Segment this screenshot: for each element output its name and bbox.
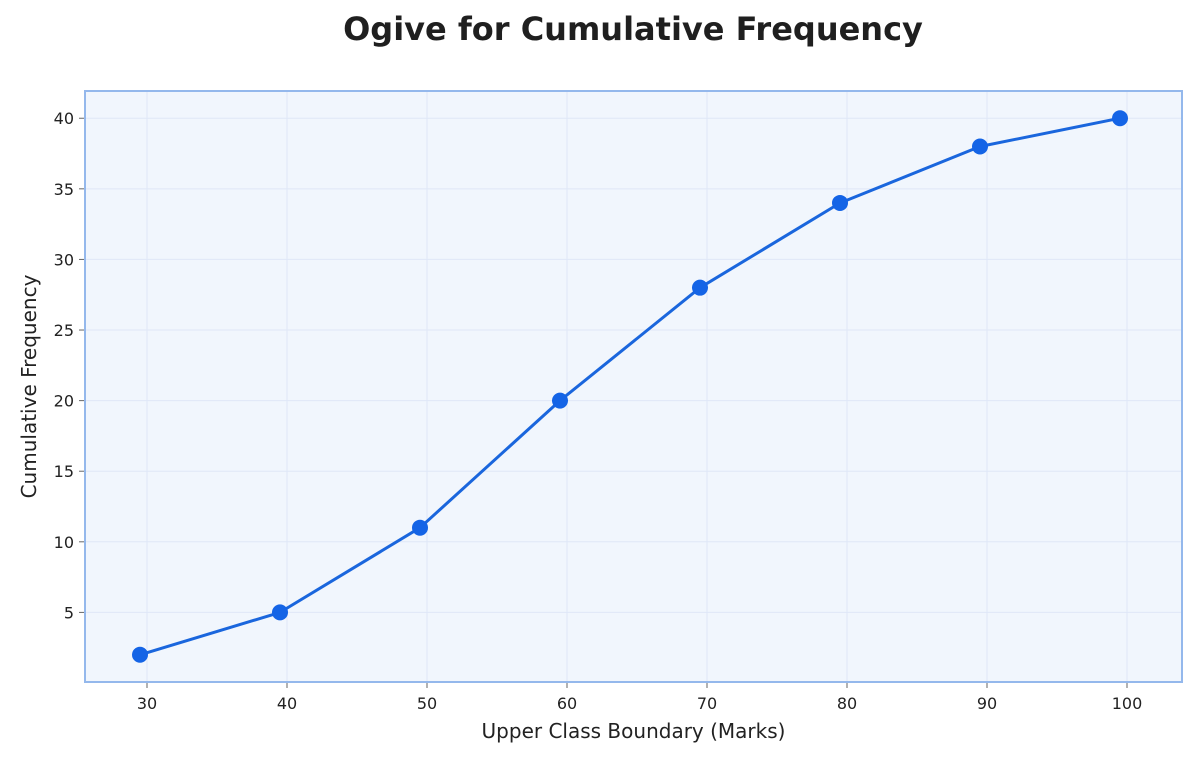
y-axis-title: Cumulative Frequency [17, 274, 41, 498]
data-point [552, 392, 568, 409]
data-point [132, 646, 148, 663]
grid-lines [84, 90, 1183, 683]
series-line [139, 116, 1121, 657]
data-point [972, 138, 988, 155]
y-tick-label: 5 [64, 603, 74, 622]
x-axis-ticks: 30 40 50 60 70 80 90 100 [137, 683, 1142, 713]
y-tick-label: 30 [54, 250, 74, 269]
x-tick-label: 100 [1112, 694, 1143, 713]
y-tick-label: 25 [54, 321, 74, 340]
x-tick-label: 70 [697, 694, 717, 713]
x-tick-label: 30 [137, 694, 157, 713]
y-tick-label: 20 [54, 392, 74, 411]
x-tick-label: 90 [977, 694, 997, 713]
y-tick-label: 15 [54, 462, 74, 481]
data-point [412, 519, 428, 536]
chart-title: Ogive for Cumulative Frequency [343, 10, 923, 48]
plot-frame [84, 90, 1183, 683]
x-tick-label: 40 [277, 694, 297, 713]
plot-area [84, 90, 1183, 683]
x-tick-label: 60 [557, 694, 577, 713]
y-tick-label: 35 [54, 180, 74, 199]
y-tick-label: 10 [54, 533, 74, 552]
y-tick-label: 40 [54, 109, 74, 128]
data-point [692, 279, 708, 296]
y-axis-ticks: 5 10 15 20 25 30 35 40 [54, 109, 84, 622]
data-points [132, 110, 1128, 663]
x-axis-title: Upper Class Boundary (Marks) [482, 719, 786, 743]
x-tick-label: 80 [837, 694, 857, 713]
x-tick-label: 50 [417, 694, 437, 713]
data-point [1112, 110, 1128, 127]
data-point [832, 194, 848, 211]
data-point [272, 604, 288, 621]
